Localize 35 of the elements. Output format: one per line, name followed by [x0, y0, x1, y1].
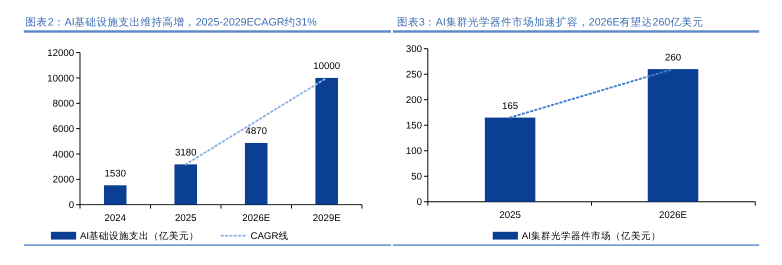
data-label: 4870 [245, 126, 267, 138]
x-tick-label: 2026E [659, 210, 688, 222]
data-label: 10000 [313, 61, 340, 72]
y-tick-label: 2000 [52, 174, 74, 186]
data-label: 165 [502, 100, 518, 112]
bar [315, 78, 338, 205]
y-tick-label: 4000 [52, 149, 74, 160]
y-tick-label: 6000 [52, 124, 74, 136]
chart-title: 图表2：AI基础设施支出维持高增，2025-2029ECAGR约31% [26, 15, 318, 28]
y-tick-label: 250 [406, 70, 422, 81]
y-tick-label: 0 [416, 197, 422, 208]
x-tick-label: 2026E [242, 213, 271, 224]
x-tick-label: 2029E [312, 213, 342, 224]
bar [244, 142, 268, 205]
bar [104, 185, 127, 205]
legend-label: AI集群光学器件市场（亿美元） [522, 230, 661, 242]
y-tick-label: 12000 [47, 48, 74, 59]
y-tick-label: 50 [411, 172, 422, 183]
legend-label: AI基础设施支出（亿美元） [80, 230, 200, 242]
bar [174, 164, 197, 205]
chart-title: 图表3：AI集群光学器件市场加速扩容，2026E有望达260亿美元 [396, 15, 704, 28]
data-label: 260 [664, 52, 682, 64]
data-label: 1530 [104, 168, 126, 180]
y-tick-label: 8000 [52, 98, 74, 110]
y-tick-label: 100 [406, 146, 422, 158]
data-label: 3180 [174, 148, 196, 159]
y-tick-label: 200 [406, 95, 422, 106]
y-tick-label: 300 [406, 44, 422, 56]
x-tick-label: 2025 [499, 210, 521, 222]
legend-label: CAGR线 [250, 230, 288, 242]
y-tick-label: 150 [406, 120, 422, 132]
x-tick-label: 2025 [174, 213, 196, 224]
y-tick-label: 0 [68, 200, 74, 212]
x-tick-label: 2024 [104, 213, 127, 224]
y-tick-label: 10000 [47, 73, 74, 84]
